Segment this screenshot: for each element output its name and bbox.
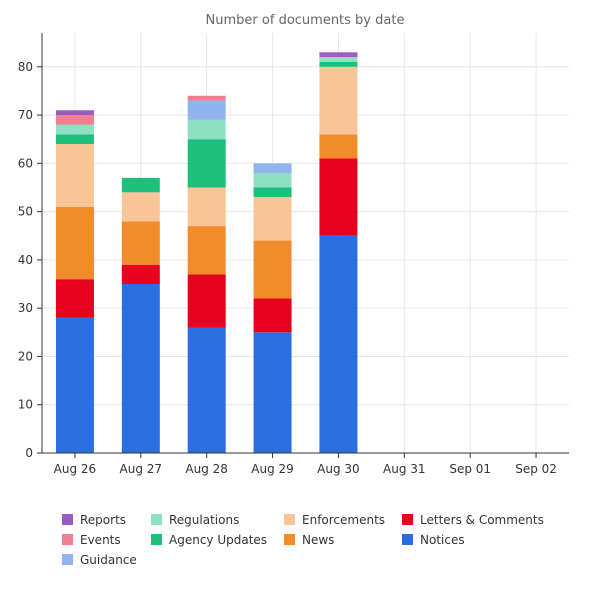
legend-item: Reports — [62, 513, 126, 527]
y-tick-label: 60 — [18, 156, 33, 170]
y-tick-label: 70 — [18, 108, 33, 122]
x-tick-label: Aug 30 — [317, 462, 360, 476]
bar-segment-agency-updates — [319, 61, 358, 67]
bars — [55, 52, 358, 453]
x-tick-label: Sep 01 — [449, 462, 491, 476]
bar-segment-news — [187, 226, 226, 275]
legend-item: Guidance — [62, 553, 137, 567]
x-tick-label: Aug 26 — [54, 462, 97, 476]
bar-segment-enforcements — [121, 192, 160, 222]
bar-segment-regulations — [253, 173, 292, 188]
y-tick-label: 10 — [18, 398, 33, 412]
legend-label: Reports — [80, 513, 126, 527]
legend-item: News — [284, 533, 334, 547]
y-tick-label: 40 — [18, 253, 33, 267]
legend-swatch — [151, 514, 162, 525]
x-tick-label: Aug 27 — [120, 462, 163, 476]
legend-label: Letters & Comments — [420, 513, 544, 527]
bar-segment-notices — [121, 284, 160, 453]
bar-segment-letters-comments — [121, 264, 160, 285]
legend: Reports Regulations Enforcements Letters & … — [62, 513, 544, 567]
legend-label: Notices — [420, 533, 465, 547]
legend-label: News — [302, 533, 334, 547]
legend-swatch — [62, 514, 73, 525]
gridlines — [42, 33, 569, 453]
y-tick-label: 80 — [18, 60, 33, 74]
bar-segment-regulations — [319, 57, 358, 62]
x-tick-label: Aug 29 — [251, 462, 294, 476]
bar-segment-regulations — [55, 124, 94, 135]
bar-segment-letters-comments — [187, 274, 226, 328]
bar-segment-agency-updates — [187, 139, 226, 188]
bar-segment-regulations — [187, 119, 226, 140]
bar-segment-notices — [319, 235, 358, 453]
bar-segment-agency-updates — [253, 187, 292, 198]
chart-title: Number of documents by date — [206, 13, 405, 28]
legend-swatch — [62, 554, 73, 565]
legend-item: Letters & Comments — [402, 513, 544, 527]
legend-label: Guidance — [80, 553, 137, 567]
legend-swatch — [402, 514, 413, 525]
x-tick-label: Sep 02 — [515, 462, 557, 476]
y-tick-label: 50 — [18, 205, 33, 219]
bar-segment-notices — [187, 327, 226, 453]
legend-label: Regulations — [169, 513, 239, 527]
legend-swatch — [284, 514, 295, 525]
legend-item: Agency Updates — [151, 533, 267, 547]
bar-segment-agency-updates — [121, 177, 160, 193]
bar-segment-enforcements — [187, 187, 226, 227]
bar-segment-agency-updates — [55, 134, 94, 145]
legend-swatch — [62, 534, 73, 545]
bar-segment-news — [121, 221, 160, 265]
bar-segment-notices — [55, 317, 94, 453]
bar-segment-notices — [253, 332, 292, 453]
bar-segment-events — [55, 115, 94, 125]
bar-segment-letters-comments — [55, 279, 94, 318]
bar-segment-news — [253, 240, 292, 299]
bar-segment-reports — [319, 52, 358, 58]
x-tick-label: Aug 28 — [185, 462, 228, 476]
legend-item: Enforcements — [284, 513, 385, 527]
y-tick-label: 0 — [25, 446, 33, 460]
bar-segment-enforcements — [319, 66, 358, 135]
axes: 0 10 20 30 40 50 60 70 80 Aug 26 Aug 27 Aug 28 Aug 2… — [18, 33, 569, 476]
legend-label: Agency Updates — [169, 533, 267, 547]
bar-segment-enforcements — [55, 144, 94, 207]
bar-segment-reports — [55, 110, 94, 116]
legend-item: Notices — [402, 533, 465, 547]
bar-segment-events — [187, 95, 226, 101]
bar-segment-guidance — [253, 163, 292, 173]
y-tick-label: 20 — [18, 349, 33, 363]
bar-segment-news — [55, 206, 94, 280]
bar-segment-news — [319, 134, 358, 159]
bar-segment-enforcements — [253, 197, 292, 241]
bar-segment-letters-comments — [319, 158, 358, 236]
y-tick-label: 30 — [18, 301, 33, 315]
legend-swatch — [284, 534, 295, 545]
legend-item: Regulations — [151, 513, 239, 527]
legend-label: Enforcements — [302, 513, 385, 527]
legend-swatch — [402, 534, 413, 545]
legend-swatch — [151, 534, 162, 545]
bar-segment-letters-comments — [253, 298, 292, 333]
legend-label: Events — [80, 533, 121, 547]
legend-item: Events — [62, 533, 121, 547]
bar-segment-guidance — [187, 100, 226, 120]
x-tick-label: Aug 31 — [383, 462, 426, 476]
